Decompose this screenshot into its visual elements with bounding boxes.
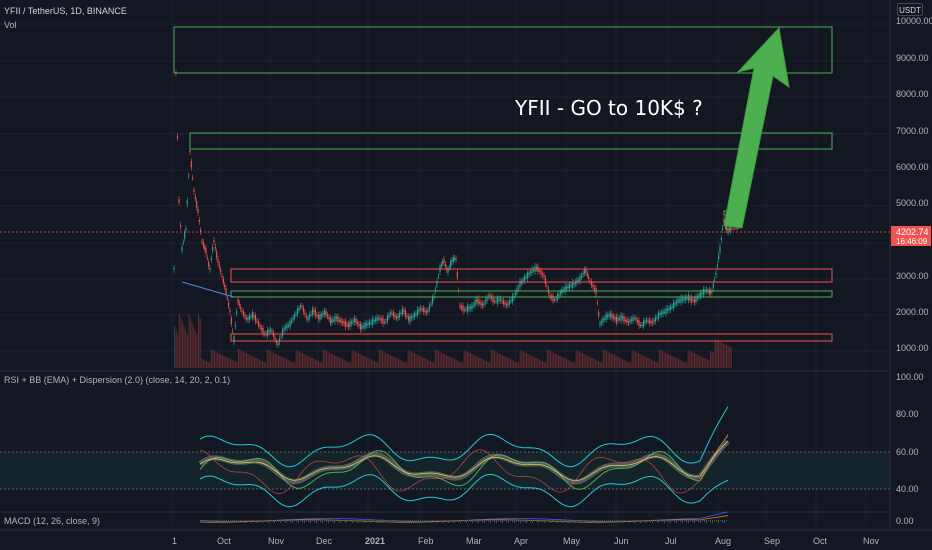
price-tick: 10000.00 bbox=[896, 16, 932, 26]
time-tick: Oct bbox=[217, 536, 232, 546]
time-tick: Nov bbox=[268, 536, 285, 546]
price-tick: 2000.00 bbox=[896, 307, 929, 317]
candle-countdown: 16:46:09 bbox=[896, 237, 928, 246]
symbol-title[interactable]: YFII / TetherUS, 1D, BINANCE bbox=[4, 6, 127, 16]
rsi-tick: 100.00 bbox=[896, 372, 924, 382]
time-tick: Feb bbox=[418, 536, 434, 546]
annotation-text[interactable]: YFII - GO to 10K$ ? bbox=[514, 96, 703, 120]
time-tick: 1 bbox=[172, 536, 177, 546]
volume-bars bbox=[174, 313, 732, 368]
zone-3k-red[interactable] bbox=[230, 268, 833, 283]
price-tick: 6000.00 bbox=[896, 162, 929, 172]
last-price-tag bbox=[891, 226, 931, 246]
rsi-band-fill bbox=[0, 452, 890, 489]
price-tick: 1000.00 bbox=[896, 343, 929, 353]
time-tick: Mar bbox=[466, 536, 482, 546]
macd-tick: 0.00 bbox=[896, 516, 914, 526]
rsi-tick: 80.00 bbox=[896, 409, 919, 419]
volume-label[interactable]: Vol bbox=[4, 20, 17, 30]
time-tick: Dec bbox=[316, 536, 333, 546]
main-pane[interactable]: YFII - GO to 10K$ ? YFII / TetherUS, 1D,… bbox=[0, 0, 890, 530]
time-tick: May bbox=[563, 536, 581, 546]
price-tick: 8000.00 bbox=[896, 89, 929, 99]
target-arrow[interactable] bbox=[723, 26, 790, 229]
time-tick: 2021 bbox=[365, 536, 385, 546]
rsi-title[interactable]: RSI + BB (EMA) + Dispersion (2.0) (close… bbox=[4, 375, 230, 385]
macd-pane[interactable]: MACD (12, 26, close, 9) bbox=[4, 511, 729, 526]
time-tick: Oct bbox=[813, 536, 828, 546]
zone-1k-red[interactable] bbox=[230, 333, 833, 342]
zone-top-green[interactable] bbox=[173, 26, 833, 74]
trendline[interactable] bbox=[181, 281, 235, 298]
time-axis[interactable]: 1 Oct Nov Dec 2021 Feb Mar Apr May Jun J… bbox=[0, 529, 932, 546]
zone-7k-green[interactable] bbox=[189, 132, 833, 150]
rsi-pane[interactable]: RSI + BB (EMA) + Dispersion (2.0) (close… bbox=[0, 375, 890, 508]
price-tick: 7000.00 bbox=[896, 126, 929, 136]
zone-2500-green[interactable] bbox=[230, 290, 833, 298]
drawing-zones[interactable] bbox=[0, 26, 890, 342]
price-tick: 5000.00 bbox=[896, 198, 929, 208]
time-tick: Jul bbox=[665, 536, 677, 546]
time-tick: Jun bbox=[614, 536, 629, 546]
rsi-tick: 40.00 bbox=[896, 484, 919, 494]
price-tick: 3000.00 bbox=[896, 271, 929, 281]
rsi-tick: 60.00 bbox=[896, 447, 919, 457]
price-tick: 9000.00 bbox=[896, 53, 929, 63]
last-price-value: 4202.74 bbox=[896, 227, 929, 237]
macd-title[interactable]: MACD (12, 26, close, 9) bbox=[4, 516, 100, 526]
time-tick: Sep bbox=[764, 536, 780, 546]
time-tick: Aug bbox=[715, 536, 731, 546]
currency-button[interactable]: USDT bbox=[897, 3, 923, 16]
price-axis[interactable]: 10000.00 9000.00 8000.00 7000.00 6000.00… bbox=[889, 0, 932, 530]
macd-lines bbox=[199, 511, 729, 523]
rsi-lines bbox=[198, 406, 730, 508]
time-tick: Apr bbox=[514, 536, 528, 546]
time-tick: Nov bbox=[863, 536, 880, 546]
